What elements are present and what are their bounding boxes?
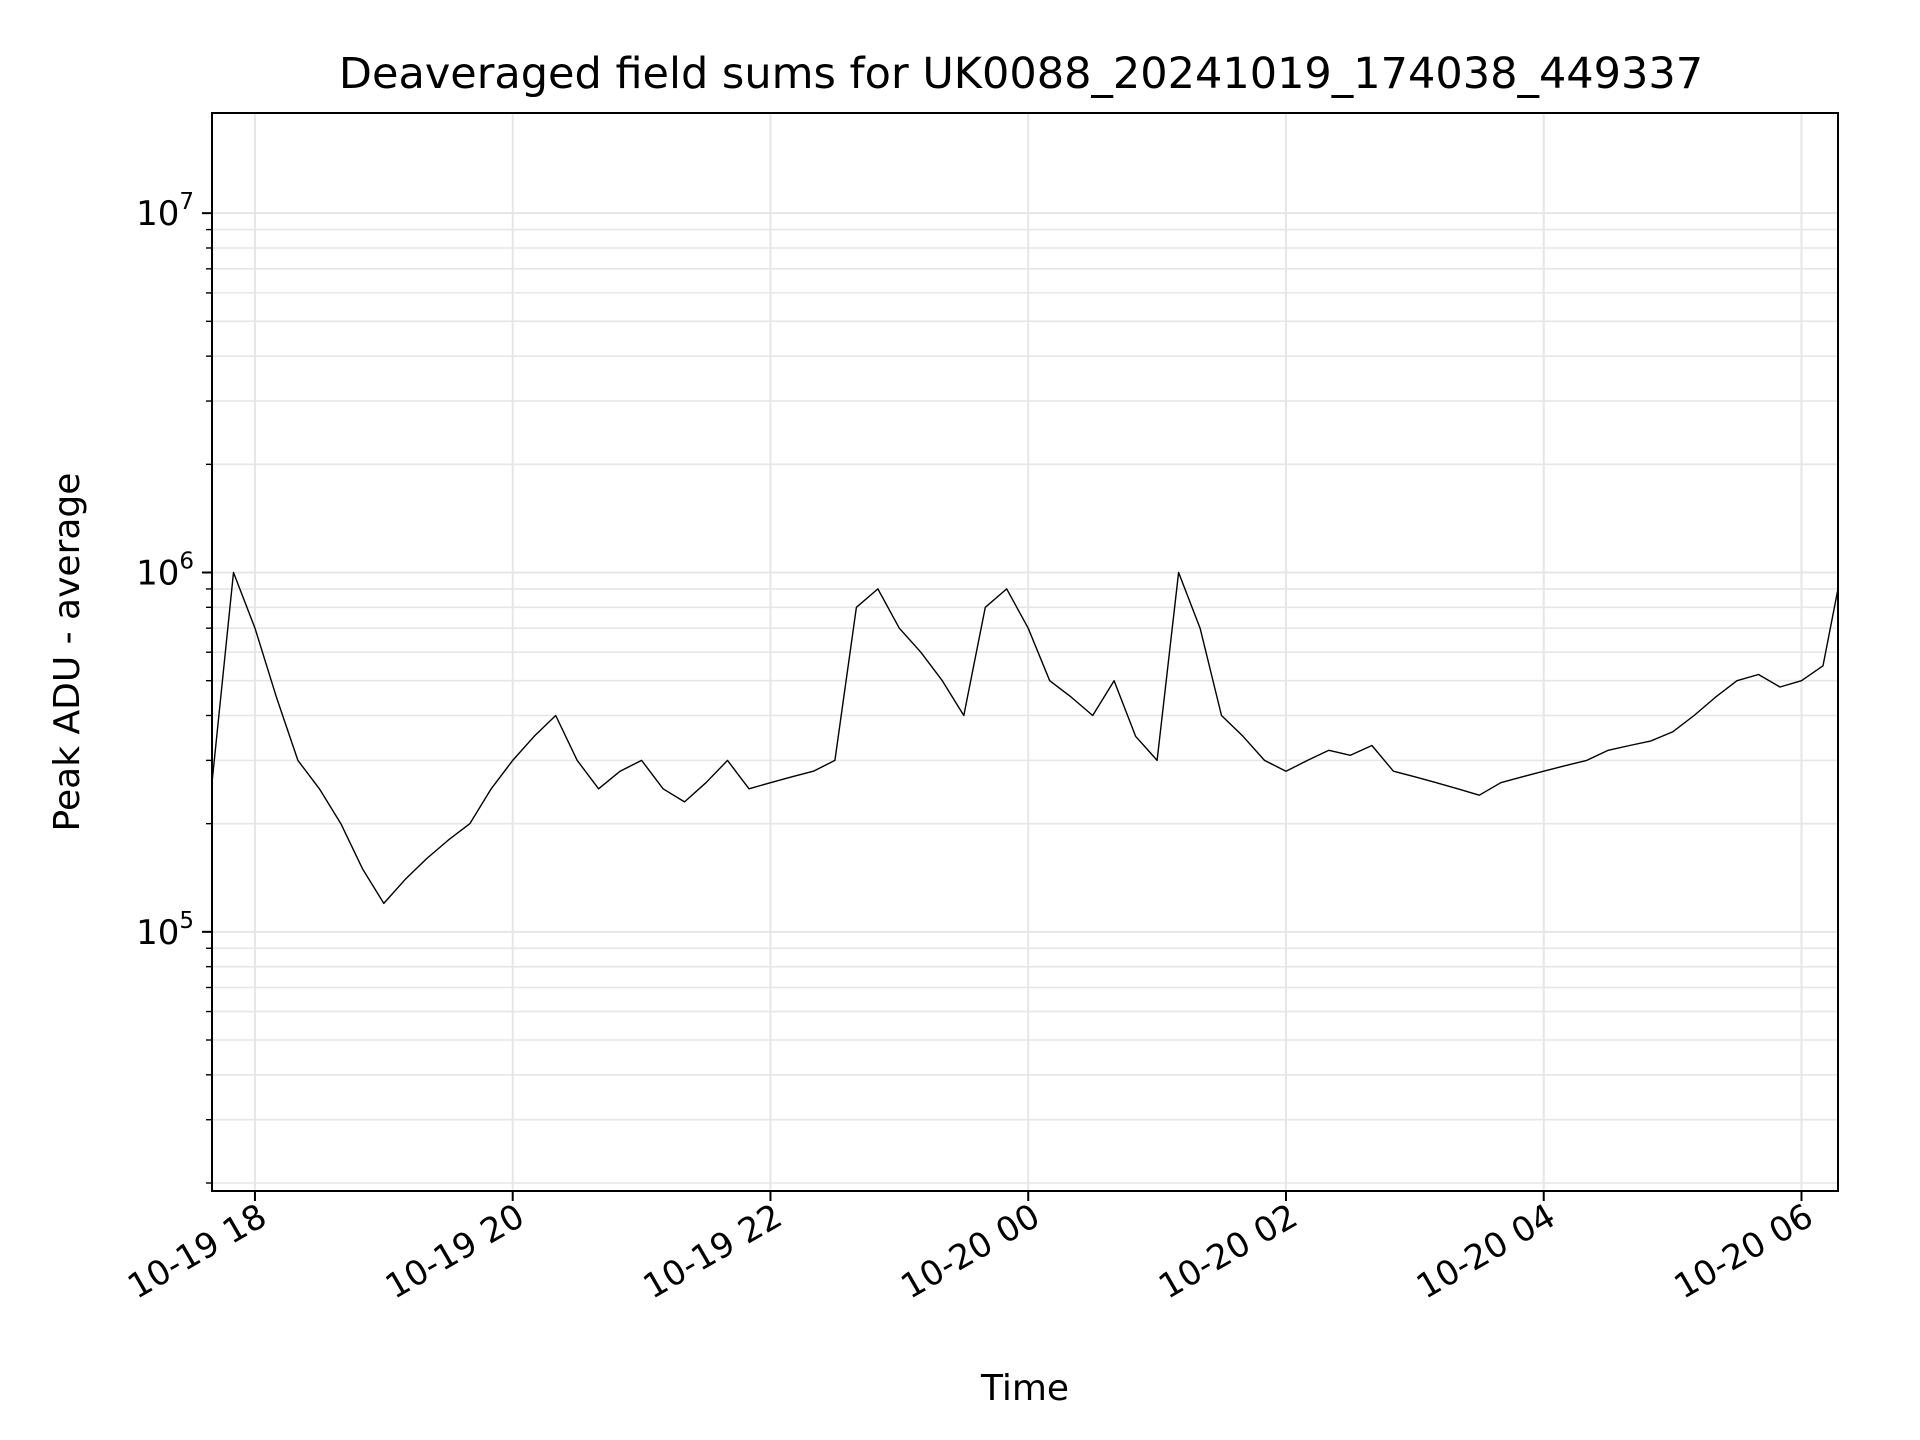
axis-ticks bbox=[202, 212, 1803, 1201]
gridlines bbox=[212, 113, 1838, 1191]
data-series bbox=[212, 571, 1838, 905]
series-line-0 bbox=[212, 571, 1838, 905]
y-tick-labels: 105 106 107 bbox=[136, 189, 194, 953]
y-tick-label: 106 bbox=[136, 548, 194, 593]
chart-title: Deaveraged field sums for UK0088_2024101… bbox=[339, 49, 1703, 99]
y-tick-label: 105 bbox=[136, 908, 194, 953]
y-tick-label: 107 bbox=[136, 189, 194, 234]
x-axis-label: Time bbox=[980, 1368, 1069, 1409]
y-axis-label: Peak ADU - average bbox=[47, 473, 88, 832]
